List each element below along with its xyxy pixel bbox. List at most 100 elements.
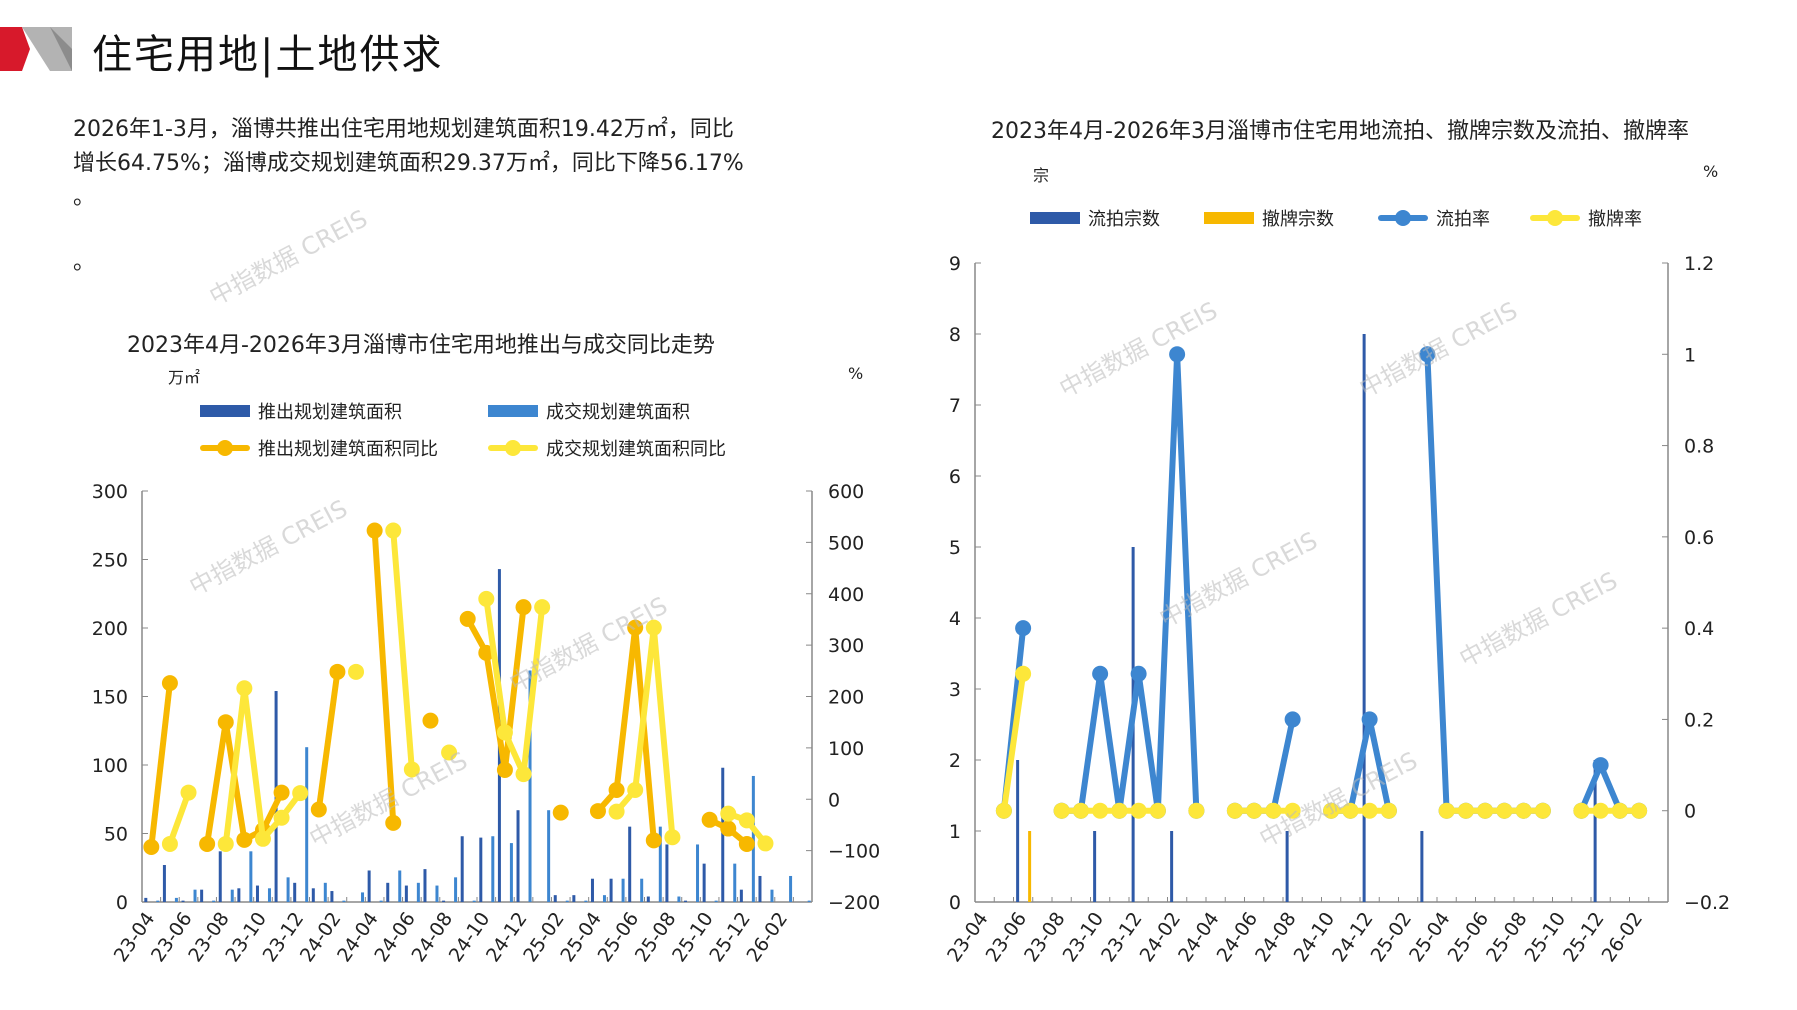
y-tick-label: 5 — [949, 537, 961, 559]
line-推出规划建筑面积同比 — [371, 530, 397, 824]
point-成交规划建筑面积同比 — [720, 805, 737, 822]
point-推出规划建筑面积同比 — [738, 835, 755, 852]
chart1-legend-sold-yoy: 成交规划建筑面积同比 — [488, 435, 726, 461]
point-成交规划建筑面积同比 — [627, 782, 644, 799]
line-推出规划建筑面积同比 — [315, 671, 341, 810]
point-成交规划建筑面积同比 — [664, 829, 681, 846]
point-撤牌率 — [1438, 802, 1455, 819]
bar-推出规划建筑面积 — [404, 885, 408, 902]
bar-成交规划建筑面积 — [267, 888, 271, 902]
point-撤牌率 — [1246, 802, 1263, 819]
line-流拍率 — [1578, 762, 1640, 814]
point-撤牌率 — [1573, 802, 1590, 819]
page-title: 住宅用地|土地供求 — [92, 32, 444, 78]
point-推出规划建筑面积同比 — [329, 663, 346, 680]
y2-tick-label: 100 — [828, 738, 864, 760]
y-tick-label: 6 — [949, 466, 961, 488]
bar-推出规划建筑面积 — [665, 844, 669, 902]
chart2-legend-withdrawn-rate: 撤牌率 — [1530, 205, 1642, 231]
x-tick-label: 23-12 — [1097, 908, 1147, 966]
point-成交规划建筑面积同比 — [608, 803, 625, 820]
point-撤牌率 — [1361, 802, 1378, 819]
y-tick-label: 4 — [949, 608, 961, 630]
point-推出规划建筑面积同比 — [496, 761, 513, 778]
legend-label: 撤牌率 — [1588, 209, 1642, 230]
bar-推出规划建筑面积 — [684, 900, 688, 902]
point-撤牌率 — [1092, 802, 1109, 819]
bar-推出规划建筑面积 — [702, 863, 706, 902]
point-撤牌率 — [1265, 802, 1282, 819]
bar-推出规划建筑面积 — [181, 900, 185, 902]
x-tick-label: 25-08 — [1482, 908, 1532, 966]
point-推出规划建筑面积同比 — [589, 803, 606, 820]
point-撤牌率 — [1015, 665, 1032, 682]
line-成交规划建筑面积同比 — [483, 598, 546, 778]
point-推出规划建筑面积同比 — [645, 832, 662, 849]
line-撤牌率 — [1000, 673, 1027, 812]
x-tick-label: 25-10 — [1521, 908, 1571, 966]
point-推出规划建筑面积同比 — [236, 831, 253, 848]
y-tick-label: 7 — [949, 395, 961, 417]
bar-推出规划建筑面积 — [255, 885, 259, 902]
point-推出规划建筑面积同比 — [720, 820, 737, 837]
bar-流拍宗数 — [1420, 831, 1424, 902]
point-成交规划建筑面积同比 — [757, 835, 774, 852]
point-推出规划建筑面积同比 — [608, 782, 625, 799]
bar-推出规划建筑面积 — [144, 897, 148, 902]
bar-成交规划建筑面积 — [361, 892, 365, 902]
point-成交规划建筑面积同比 — [385, 522, 402, 539]
y2-tick-label: 0 — [828, 789, 840, 811]
point-推出规划建筑面积同比 — [366, 522, 383, 539]
bar-成交规划建筑面积 — [323, 882, 327, 902]
bar-成交规划建筑面积 — [602, 895, 606, 902]
x-tick-label: 25-02 — [1367, 908, 1417, 966]
y2-tick-label: 1 — [1684, 344, 1696, 366]
point-撤牌率 — [1111, 802, 1128, 819]
point-撤牌率 — [1477, 802, 1494, 819]
bar-推出规划建筑面积 — [442, 900, 446, 902]
bar-成交规划建筑面积 — [230, 889, 234, 902]
summary-text: 2026年1-3月，淄博共推出住宅用地规划建筑面积19.42万㎡，同比 增长64… — [73, 113, 893, 215]
point-推出规划建筑面积同比 — [515, 599, 532, 616]
point-推出规划建筑面积同比 — [273, 784, 290, 801]
line-推出规划建筑面积同比 — [595, 624, 657, 841]
line-流拍率 — [1234, 718, 1296, 814]
point-流拍率 — [1592, 757, 1609, 774]
bar-流拍宗数 — [1016, 760, 1020, 902]
bar-推出规划建筑面积 — [460, 836, 464, 902]
bar-流拍宗数 — [1170, 831, 1174, 902]
x-tick-label: 25-12 — [1559, 908, 1609, 966]
x-tick-label: 23-08 — [1020, 908, 1070, 966]
bar-撤牌宗数 — [1028, 831, 1032, 902]
x-tick-label: 25-06 — [1444, 908, 1494, 966]
point-成交规划建筑面积同比 — [273, 809, 290, 826]
bar-成交规划建筑面积 — [751, 775, 755, 902]
x-tick-label: 23-06 — [982, 908, 1032, 966]
bar-推出规划建筑面积 — [609, 878, 613, 902]
legend-swatch — [1030, 212, 1080, 224]
bar-成交规划建筑面积 — [379, 900, 383, 902]
point-流拍率 — [1361, 711, 1378, 728]
chart1-y2-unit: % — [848, 364, 864, 383]
bar-成交规划建筑面积 — [435, 885, 439, 902]
point-成交规划建筑面积同比 — [236, 680, 253, 697]
point-推出规划建筑面积同比 — [143, 839, 160, 856]
point-撤牌率 — [1072, 802, 1089, 819]
chart1-legend-sold: 成交规划建筑面积 — [488, 398, 690, 424]
line-推出规划建筑面积同比 — [465, 606, 527, 773]
y-tick-label: 50 — [104, 824, 128, 846]
chart2-y-unit: 宗 — [1033, 166, 1050, 185]
bar-成交规划建筑面积 — [342, 900, 346, 902]
line-成交规划建筑面积同比 — [167, 791, 192, 845]
bar-推出规划建筑面积 — [293, 882, 297, 902]
legend-label: 成交规划建筑面积 — [546, 402, 690, 423]
bar-成交规划建筑面积 — [193, 889, 197, 902]
legend-label: 流拍宗数 — [1088, 209, 1160, 230]
point-撤牌率 — [995, 802, 1012, 819]
bar-成交规划建筑面积 — [398, 870, 402, 902]
point-推出规划建筑面积同比 — [161, 675, 178, 692]
line-推出规划建筑面积同比 — [148, 682, 173, 848]
point-撤牌率 — [1130, 802, 1147, 819]
point-流拍率 — [1092, 665, 1109, 682]
point-撤牌率 — [1534, 802, 1551, 819]
